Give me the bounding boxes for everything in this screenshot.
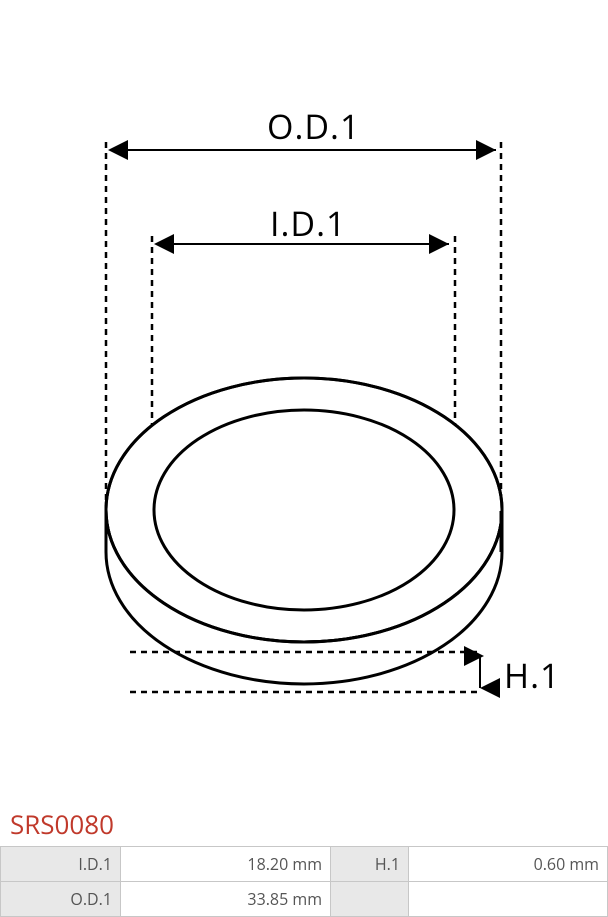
table-row: O.D.1 33.85 mm <box>1 882 608 917</box>
od1-label: O.D.1 <box>267 103 360 149</box>
cell-value: 33.85 mm <box>121 882 331 917</box>
part-number-title: SRS0080 <box>10 806 608 842</box>
dimension-diagram: O.D.1 I.D.1 H.1 <box>0 0 608 800</box>
cell-value <box>409 882 608 917</box>
cell-label: O.D.1 <box>1 882 121 917</box>
h1-label: H.1 <box>504 652 560 698</box>
ring-inner <box>154 410 454 610</box>
cell-label <box>331 882 409 917</box>
cell-value: 18.20 mm <box>121 847 331 882</box>
id1-label: I.D.1 <box>270 200 346 246</box>
cell-value: 0.60 mm <box>409 847 608 882</box>
dimension-table: I.D.1 18.20 mm H.1 0.60 mm O.D.1 33.85 m… <box>0 846 608 917</box>
table-row: I.D.1 18.20 mm H.1 0.60 mm <box>1 847 608 882</box>
cell-label: H.1 <box>331 847 409 882</box>
cell-label: I.D.1 <box>1 847 121 882</box>
